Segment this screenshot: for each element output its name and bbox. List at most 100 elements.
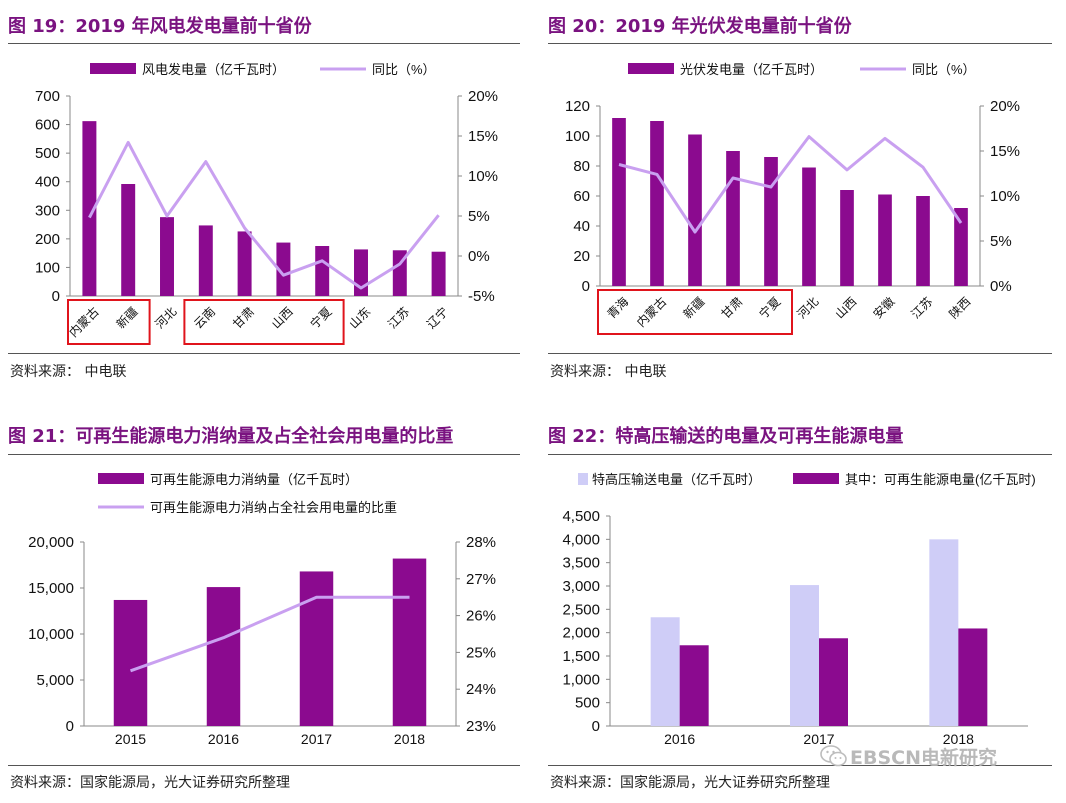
y-tick-label-left: 1,000 <box>562 671 600 688</box>
y-tick-label-right: 10% <box>990 188 1020 205</box>
legend-swatch <box>578 473 588 485</box>
y-tick-label-right: 20% <box>990 98 1020 115</box>
y-tick-label-left: 200 <box>35 231 60 248</box>
chart-panel-fig19: 图 19：2019 年风电发电量前十省份 0 100 200 300 400 500 600… <box>8 0 520 390</box>
chart-svg: 0 5,000 10,000 15,000 20,000 23% 24% 25% 26% 27% 2… <box>28 472 496 747</box>
chart-panel-fig22: 图 22：特高压输送的电量及可再生能源电量 0 500 1,000 1,500 2,00… <box>548 410 1052 800</box>
y-tick-label-right: 20% <box>468 88 498 105</box>
title-rule <box>8 43 520 44</box>
bar <box>299 571 334 726</box>
x-tick-label: 陕西 <box>946 294 974 322</box>
y-tick-label-left: 1,500 <box>562 648 600 665</box>
chart-panel-fig21: 图 21：可再生能源电力消纳量及占全社会用电量的比重 0 5,000 10,000 1… <box>8 410 520 800</box>
x-tick-label: 内蒙古 <box>633 294 669 330</box>
y-tick-label-right: 15% <box>990 143 1020 160</box>
x-tick-label: 安徽 <box>870 294 898 322</box>
y-tick-label-left: 3,000 <box>562 578 600 595</box>
figure-title: 图 20：2019 年光伏发电量前十省份 <box>548 16 852 37</box>
bar <box>916 196 930 286</box>
x-tick-label: 内蒙古 <box>66 304 102 340</box>
source-note: 资料来源：国家能源局，光大证券研究所整理 <box>10 775 290 791</box>
x-tick-label: 江苏 <box>908 294 935 321</box>
y-tick-label-left: 0 <box>52 288 60 305</box>
source-note: 资料来源： 中电联 <box>10 364 127 380</box>
y-tick-label-right: -5% <box>468 288 495 305</box>
bar <box>954 208 968 286</box>
x-tick-label: 2017 <box>301 731 332 747</box>
highlight-box <box>67 299 151 345</box>
figure-title: 图 21：可再生能源电力消纳量及占全社会用电量的比重 <box>8 426 454 447</box>
y-tick-label-left: 600 <box>35 117 60 134</box>
y-tick-label-left: 10,000 <box>28 626 74 643</box>
title-rule <box>8 454 520 455</box>
bar <box>688 134 702 286</box>
bar <box>113 599 148 726</box>
y-tick-label-right: 23% <box>466 718 496 735</box>
y-tick-label-left: 40 <box>573 218 590 235</box>
x-tick-label: 2017 <box>803 731 834 747</box>
chart-svg: 0 20 40 60 80 100 120 0% 5% 10% 15% 20% 青海 内蒙古 新疆 甘肃 宁夏河… <box>565 62 1020 335</box>
x-tick-label: 新疆 <box>113 304 141 332</box>
x-tick-label: 甘肃 <box>230 304 257 331</box>
bar <box>802 167 816 286</box>
bar <box>612 118 626 286</box>
bar <box>392 558 427 726</box>
bar <box>650 121 664 286</box>
y-tick-label-right: 15% <box>468 128 498 145</box>
bar <box>726 151 740 286</box>
title-rule <box>548 454 1052 455</box>
source-note: 资料来源：国家能源局，光大证券研究所整理 <box>550 775 830 791</box>
bar <box>958 628 988 726</box>
x-tick-label: 宁夏 <box>307 304 335 332</box>
bar <box>160 217 174 296</box>
bar <box>679 645 709 726</box>
y-tick-label-left: 80 <box>573 158 590 175</box>
legend-label: 同比（%） <box>372 62 436 77</box>
bar <box>764 157 778 286</box>
chart-svg: 0 100 200 300 400 500 600 700 -5% 0% 5% 10% 15% 20% 内蒙… <box>35 62 498 345</box>
y-tick-label-left: 120 <box>565 98 590 115</box>
x-tick-label: 山东 <box>346 304 373 331</box>
highlight-box <box>597 289 793 335</box>
figure-title: 图 22：特高压输送的电量及可再生能源电量 <box>548 426 904 447</box>
x-tick-label: 河北 <box>152 304 179 331</box>
y-tick-label-left: 0 <box>582 278 590 295</box>
y-tick-label-left: 300 <box>35 202 60 219</box>
y-tick-label-left: 0 <box>66 718 74 735</box>
legend-swatch <box>628 63 674 74</box>
bar <box>840 190 854 286</box>
y-tick-label-right: 10% <box>468 168 498 185</box>
y-tick-label-right: 26% <box>466 608 496 625</box>
y-tick-label-left: 60 <box>573 188 590 205</box>
bar <box>82 121 97 297</box>
x-tick-label: 2016 <box>208 731 239 747</box>
y-tick-label-left: 100 <box>565 128 590 145</box>
x-tick-label: 2016 <box>664 731 695 747</box>
y-tick-label-left: 20,000 <box>28 534 74 551</box>
y-tick-label-right: 25% <box>466 644 496 661</box>
source-note: 资料来源： 中电联 <box>550 364 667 380</box>
source-rule <box>548 353 1052 354</box>
legend-label: 光伏发电量（亿千瓦时） <box>680 62 823 77</box>
x-tick-label: 甘肃 <box>718 294 745 321</box>
y-tick-label-left: 5,000 <box>36 672 74 689</box>
bar <box>878 194 892 286</box>
legend-label: 可再生能源电力消纳占全社会用电量的比重 <box>150 500 397 515</box>
y-tick-label-left: 700 <box>35 88 60 105</box>
source-rule <box>8 765 520 766</box>
bar <box>431 251 446 296</box>
watermark: EBSCN电新研究 <box>820 740 1040 774</box>
y-tick-label-right: 5% <box>990 233 1012 250</box>
chart-svg: 0 500 1,000 1,500 2,000 2,500 3,000 3,500 4,000 4… <box>562 472 1035 747</box>
series-line <box>618 135 963 234</box>
y-tick-label-left: 400 <box>35 174 60 191</box>
bar <box>237 231 252 296</box>
wechat-icon <box>820 745 847 767</box>
x-tick-label: 山西 <box>269 304 296 331</box>
y-tick-label-left: 2,500 <box>562 601 600 618</box>
bar <box>819 638 848 726</box>
y-tick-label-right: 24% <box>466 681 496 698</box>
y-tick-label-right: 0% <box>990 278 1012 295</box>
y-tick-label-right: 0% <box>468 248 490 265</box>
bar <box>276 242 291 296</box>
